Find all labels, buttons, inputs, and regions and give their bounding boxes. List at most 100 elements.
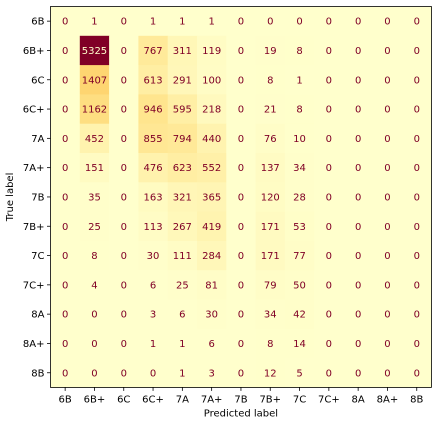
heatmap-cell — [109, 358, 139, 388]
cell-value-label: 25 — [176, 280, 189, 291]
heatmap-cell — [284, 328, 315, 359]
heatmap-cell — [402, 35, 432, 66]
heatmap-cell — [402, 182, 432, 212]
cell-value-label: 0 — [414, 222, 420, 233]
heatmap-cell — [167, 211, 198, 242]
heatmap-cell — [343, 299, 374, 330]
cell-value-label: 0 — [355, 75, 361, 86]
heatmap-cell — [402, 299, 432, 330]
heatmap-cell — [372, 6, 403, 37]
heatmap-cell — [255, 123, 286, 154]
heatmap-cell — [343, 328, 374, 359]
heatmap-cell — [109, 270, 139, 300]
cell-value-label: 81 — [205, 280, 218, 291]
heatmap-cell — [226, 182, 256, 212]
cell-value-label: 0 — [296, 17, 302, 28]
y-axis-label: True label — [5, 173, 16, 223]
cell-value-label: 0 — [326, 339, 332, 350]
heatmap-cell — [109, 94, 139, 125]
cell-value-label: 0 — [62, 310, 68, 321]
heatmap-cell — [255, 35, 286, 66]
heatmap-cell — [167, 94, 198, 125]
cell-value-label: 440 — [202, 134, 221, 145]
heatmap-cell — [109, 6, 139, 37]
x-tick-label: 7C — [293, 394, 306, 405]
cell-value-label: 5 — [296, 368, 302, 379]
heatmap-cell — [226, 358, 256, 388]
cell-value-label: 321 — [173, 192, 192, 203]
cell-value-label: 1407 — [82, 75, 107, 86]
heatmap-cell — [314, 94, 344, 125]
cell-value-label: 0 — [414, 46, 420, 57]
y-tick-label: 7A+ — [23, 163, 45, 174]
cell-value-label: 476 — [144, 163, 163, 174]
cell-value-label: 0 — [121, 222, 127, 233]
heatmap-cell — [109, 299, 139, 330]
heatmap-cell — [372, 240, 403, 271]
heatmap-cell — [314, 299, 344, 330]
cell-value-label: 6 — [150, 280, 156, 291]
heatmap-cell — [50, 153, 81, 183]
x-tick-label: 6B — [59, 394, 72, 405]
heatmap-cell — [372, 153, 403, 183]
heatmap-cell — [314, 6, 344, 37]
cell-value-label: 3 — [208, 368, 214, 379]
y-tick-label: 6B — [31, 17, 44, 28]
cell-value-label: 0 — [91, 368, 97, 379]
cell-value-label: 0 — [355, 310, 361, 321]
cell-value-label: 1 — [150, 339, 156, 350]
heatmap-cell — [50, 6, 81, 37]
cell-value-label: 0 — [62, 105, 68, 116]
heatmap-cell — [79, 94, 110, 125]
cell-value-label: 0 — [62, 163, 68, 174]
cell-value-label: 419 — [202, 222, 221, 233]
cell-value-label: 0 — [326, 368, 332, 379]
heatmap-cell — [50, 270, 81, 300]
heatmap-cell — [284, 240, 315, 271]
heatmap-cell — [197, 182, 227, 212]
cell-value-label: 0 — [267, 17, 273, 28]
heatmap-cell — [79, 211, 110, 242]
heatmap-cell — [402, 123, 432, 154]
heatmap-cell — [372, 182, 403, 212]
cell-value-label: 0 — [121, 17, 127, 28]
cell-value-label: 50 — [293, 280, 306, 291]
y-tick-label: 7B+ — [23, 222, 45, 233]
heatmap-cell — [284, 94, 315, 125]
cell-value-label: 42 — [293, 310, 306, 321]
cell-value-label: 0 — [62, 46, 68, 57]
heatmap-cells: 0 1 0 1 1 1 0 0 0 0 0 0 00 5325 0 767 311 119 0 19 8 0 0 0 00 140… — [50, 6, 432, 388]
cell-value-label: 151 — [85, 163, 104, 174]
heatmap-cell — [167, 65, 198, 95]
heatmap-cell — [138, 328, 169, 359]
x-tick-label: 7A — [176, 394, 189, 405]
heatmap-cell — [50, 358, 81, 388]
cell-value-label: 1 — [179, 17, 185, 28]
cell-value-label: 8 — [267, 75, 273, 86]
heatmap-cell — [138, 270, 169, 300]
cell-value-label: 0 — [355, 134, 361, 145]
cell-value-label: 0 — [62, 368, 68, 379]
cell-value-label: 0 — [238, 17, 244, 28]
cell-value-label: 0 — [238, 75, 244, 86]
cell-value-label: 0 — [355, 339, 361, 350]
x-tick-label: 7A+ — [201, 394, 223, 405]
heatmap-cell — [372, 123, 403, 154]
cell-value-label: 171 — [261, 222, 280, 233]
heatmap-cell — [109, 65, 139, 95]
cell-value-label: 5325 — [82, 46, 107, 57]
heatmap-cell — [50, 65, 81, 95]
heatmap-cell — [50, 211, 81, 242]
heatmap-cell — [226, 94, 256, 125]
cell-value-label: 8 — [91, 251, 97, 262]
cell-value-label: 0 — [326, 192, 332, 203]
heatmap-cell — [138, 6, 169, 37]
cell-value-label: 0 — [62, 280, 68, 291]
heatmap-cell — [138, 358, 169, 388]
heatmap-cell — [402, 153, 432, 183]
heatmap-cell — [109, 153, 139, 183]
heatmap-cell — [402, 65, 432, 95]
y-axis-ticks: 6B 6B+ 6C 6C+ 7A 7A+ 7B 7B+ 7C 7C+ 8A 8A+ 8B — [23, 17, 51, 379]
heatmap-cell — [138, 153, 169, 183]
heatmap-cell — [138, 182, 169, 212]
